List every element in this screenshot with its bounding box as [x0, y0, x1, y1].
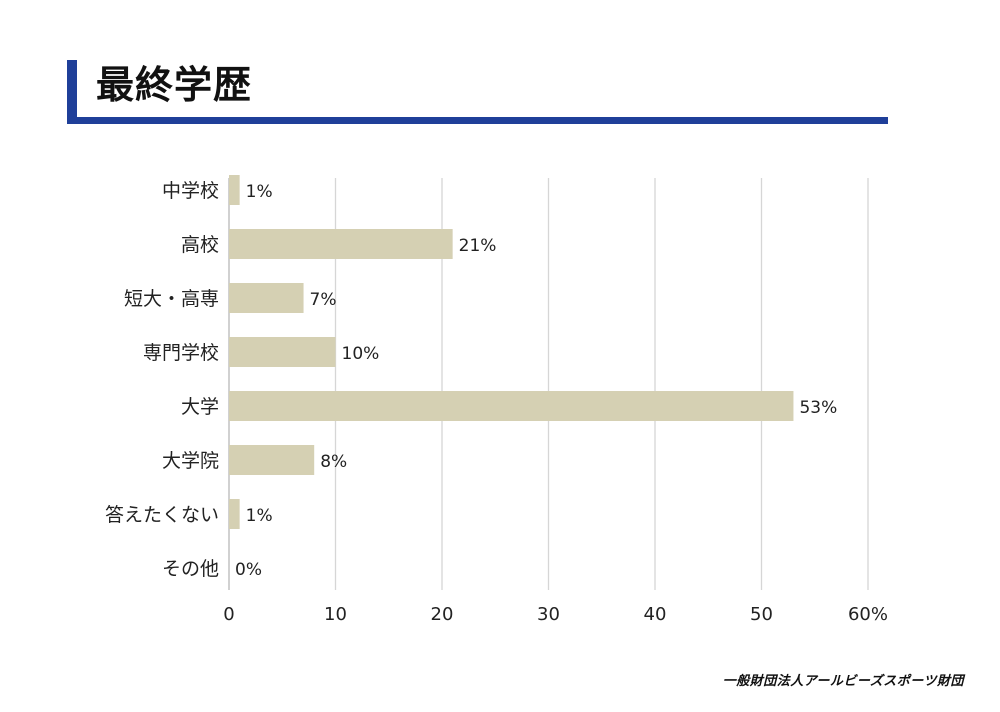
chart-bars	[229, 175, 794, 529]
title-underline	[67, 117, 888, 124]
category-label: 中学校	[162, 180, 219, 202]
value-label: 21%	[459, 236, 497, 256]
x-tick-label: 60%	[848, 604, 888, 625]
category-label: その他	[162, 558, 219, 580]
value-label: 0%	[235, 560, 262, 580]
x-axis-ticks: 0 10 20 30 40 50 60%	[223, 604, 888, 625]
page-title: 最終学歴	[96, 63, 253, 107]
category-label: 答えたくない	[105, 504, 219, 526]
bar	[229, 283, 304, 313]
x-tick-label: 50	[750, 604, 773, 625]
x-tick-label: 40	[644, 604, 667, 625]
bar	[229, 229, 453, 259]
value-label: 10%	[342, 344, 380, 364]
value-label: 8%	[320, 452, 347, 472]
category-label: 大学院	[162, 450, 219, 472]
value-label: 7%	[310, 290, 337, 310]
value-label: 1%	[246, 182, 273, 202]
title-accent-bar	[67, 60, 77, 124]
bar	[229, 391, 794, 421]
category-label: 専門学校	[143, 342, 219, 364]
footer-organization: 一般財団法人アールビーズスポーツ財団	[722, 674, 964, 689]
bar	[229, 337, 336, 367]
category-label: 大学	[181, 396, 219, 418]
value-label: 1%	[246, 506, 273, 526]
value-label: 53%	[799, 398, 837, 418]
bar	[229, 445, 315, 475]
x-tick-label: 0	[223, 604, 234, 625]
bar	[229, 499, 240, 529]
value-labels: 1% 21% 7% 10% 53% 8% 1% 0%	[235, 182, 837, 580]
category-label: 高校	[181, 234, 219, 256]
x-tick-label: 10	[324, 604, 347, 625]
x-tick-label: 20	[431, 604, 454, 625]
category-label: 短大・高専	[124, 288, 219, 310]
x-tick-label: 30	[537, 604, 560, 625]
bar	[229, 175, 240, 205]
